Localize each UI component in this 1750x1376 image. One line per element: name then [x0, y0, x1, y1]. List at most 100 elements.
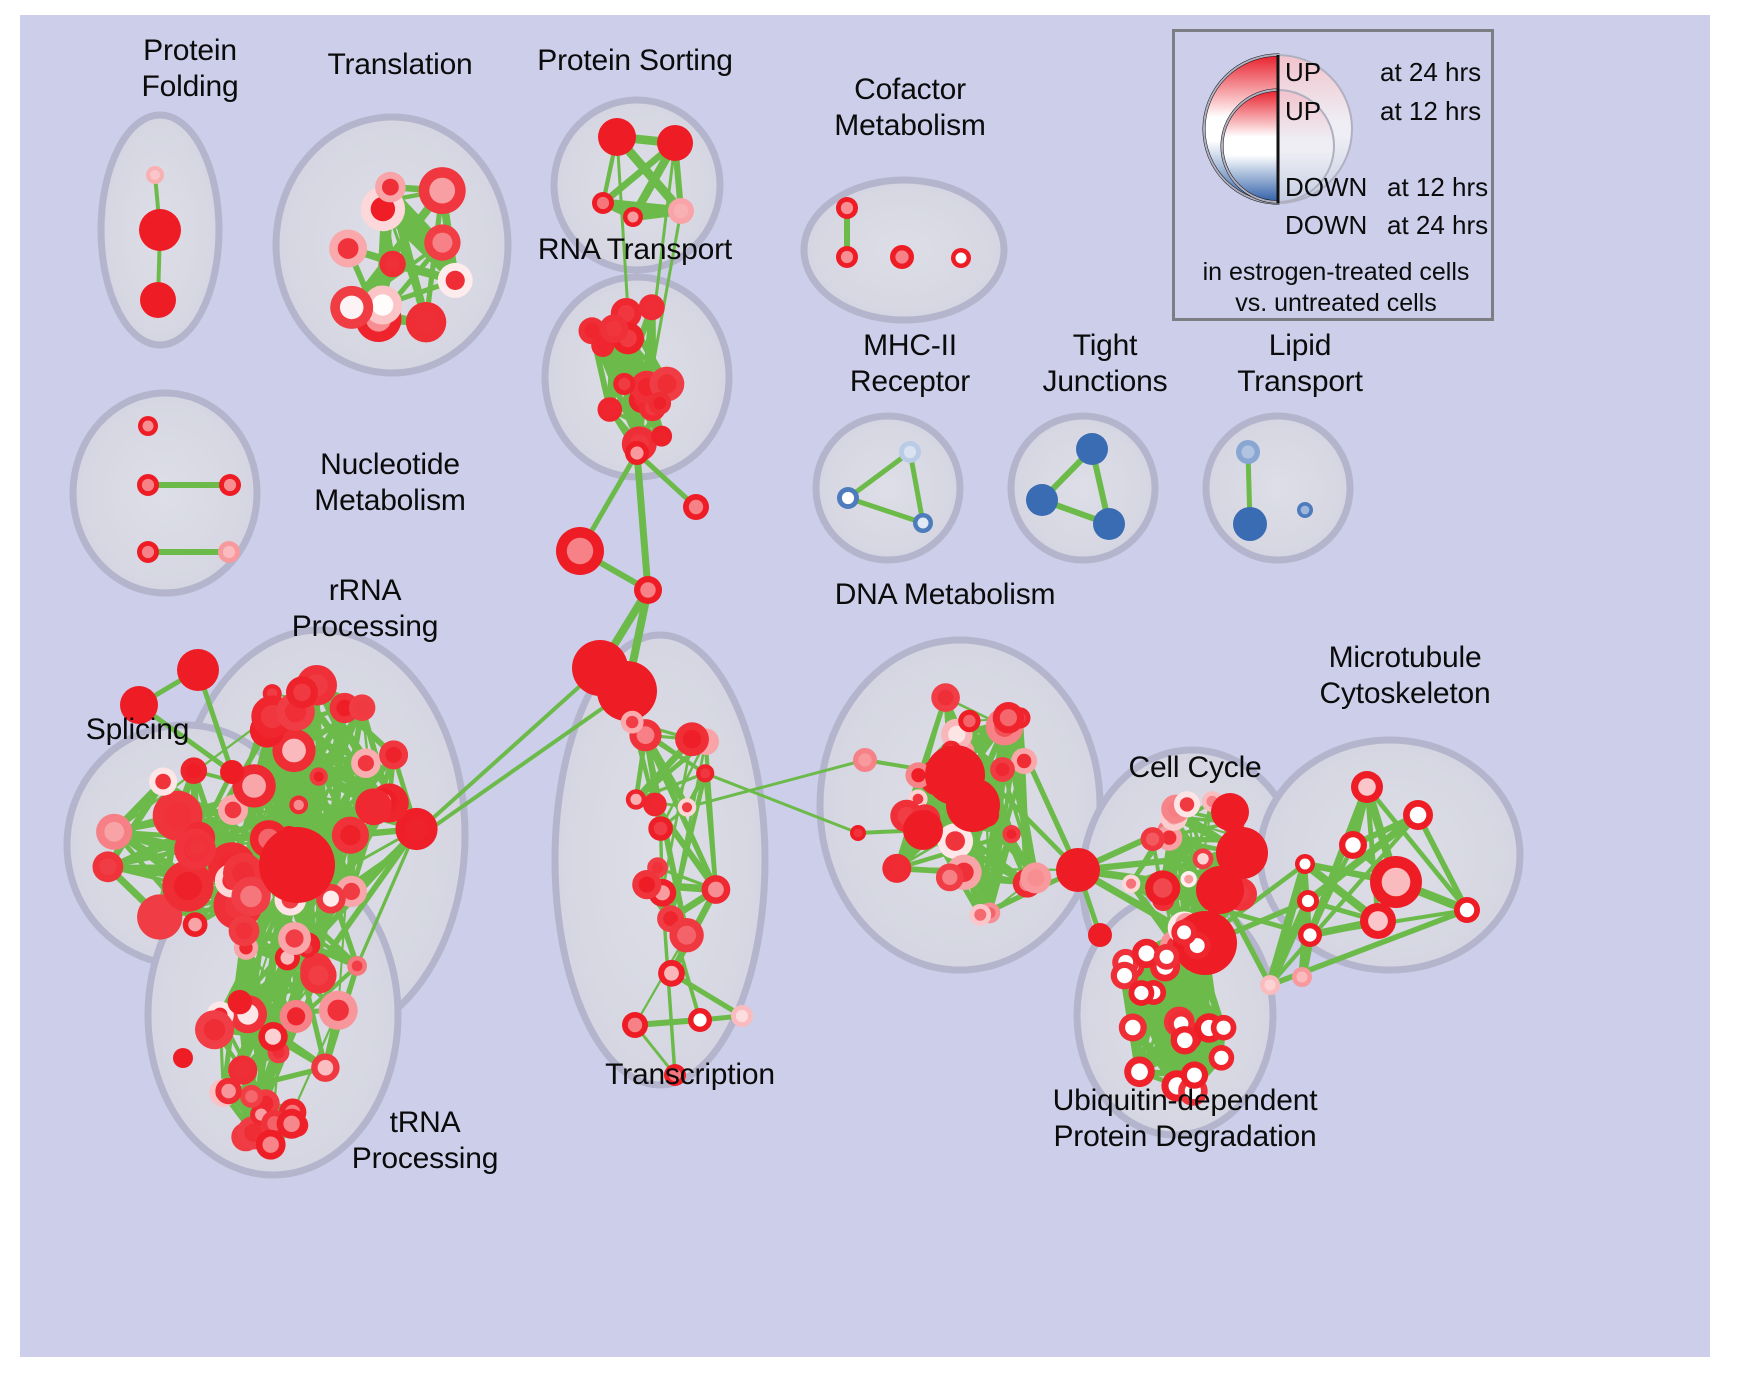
legend-footnote-line1: in estrogen-treated cells — [1202, 258, 1470, 286]
legend-state-1: UP — [1285, 96, 1322, 126]
node-inner-disc-12hr — [958, 790, 988, 820]
network-node — [227, 989, 252, 1015]
network-node — [658, 959, 685, 987]
node-inner-disc-12hr — [1381, 867, 1411, 897]
node-inner-disc-12hr — [636, 726, 655, 745]
node-inner-disc-12hr — [603, 402, 617, 417]
network-edge — [668, 970, 745, 1019]
network-node — [195, 1010, 234, 1050]
node-inner-disc-12hr — [1186, 1067, 1202, 1083]
network-nodes — [92, 118, 1480, 1160]
node-inner-disc-12hr — [1345, 837, 1361, 853]
node-inner-disc-12hr — [99, 858, 117, 876]
legend-time-1: at 12 hrs — [1380, 96, 1482, 126]
network-node — [1208, 1045, 1235, 1071]
legend-graphic — [1202, 53, 1353, 205]
node-inner-disc-12hr — [173, 872, 202, 901]
cluster-ellipse-nucleotide — [69, 389, 261, 597]
node-inner-disc-12hr — [1177, 1032, 1193, 1049]
network-node — [218, 541, 240, 563]
node-inner-disc-12hr — [1459, 902, 1475, 918]
network-node — [184, 834, 211, 861]
cluster-label-trna-processing: tRNA Processing — [351, 1106, 499, 1175]
node-inner-disc-12hr — [186, 763, 202, 778]
node-inner-disc-12hr — [148, 218, 172, 242]
node-inner-disc-12hr — [945, 831, 965, 851]
network-node — [355, 788, 392, 826]
node-inner-disc-12hr — [955, 252, 967, 264]
network-edge — [1005, 714, 1039, 881]
node-inner-disc-12hr — [700, 768, 711, 779]
network-node — [990, 757, 1015, 782]
node-inner-disc-12hr — [655, 430, 668, 442]
node-inner-disc-12hr — [190, 840, 205, 855]
network-node — [1360, 903, 1396, 939]
network-node — [1110, 961, 1139, 990]
network-node — [701, 875, 731, 904]
legend-time-2: at 12 hrs — [1387, 172, 1489, 202]
network-node — [969, 903, 992, 926]
node-inner-disc-12hr — [610, 674, 644, 708]
node-inner-disc-12hr — [370, 196, 396, 222]
network-node — [1210, 1014, 1237, 1041]
node-inner-disc-12hr — [371, 294, 394, 316]
node-inner-disc-12hr — [596, 196, 610, 210]
node-inner-disc-12hr — [1197, 853, 1209, 865]
node-inner-disc-12hr — [1016, 753, 1032, 769]
network-edge — [845, 495, 926, 526]
network-node — [1196, 866, 1244, 914]
network-node — [937, 823, 974, 859]
network-node — [272, 728, 316, 773]
network-edge — [976, 830, 1015, 919]
node-inner-disc-12hr — [445, 270, 465, 290]
network-node — [219, 474, 241, 496]
network-node — [182, 912, 208, 937]
network-node — [643, 792, 667, 817]
network-node — [231, 876, 271, 917]
cluster-label-nucleotide-metabolism: Nucleotide Metabolism — [314, 448, 466, 517]
network-node — [173, 1048, 193, 1068]
cluster-label-transcription: Transcription — [605, 1058, 775, 1091]
network-node — [1351, 771, 1383, 803]
legend-state-2: DOWN — [1285, 172, 1368, 202]
network-node — [905, 762, 932, 789]
network-node — [1192, 848, 1214, 870]
network-node — [140, 282, 176, 318]
cluster-label-tight-junctions: Tight Junctions — [1042, 329, 1168, 398]
node-inner-disc-12hr — [1300, 505, 1310, 515]
node-inner-disc-12hr — [222, 545, 236, 559]
network-node — [1124, 1056, 1155, 1088]
network-edge — [355, 827, 419, 968]
network-node — [1339, 831, 1367, 859]
network-node — [1170, 1026, 1200, 1055]
network-node — [240, 1084, 263, 1108]
network-node — [1216, 827, 1268, 879]
network-node — [1093, 508, 1125, 540]
node-inner-disc-12hr — [665, 133, 685, 153]
network-node — [330, 285, 374, 329]
network-node — [622, 1012, 648, 1038]
network-node — [228, 915, 260, 947]
network-node — [651, 425, 673, 447]
node-inner-disc-12hr — [339, 295, 364, 320]
node-inner-disc-12hr — [1216, 1020, 1231, 1035]
network-node — [149, 767, 178, 796]
node-inner-disc-12hr — [224, 801, 242, 819]
node-inner-disc-12hr — [357, 755, 374, 772]
network-node — [286, 676, 318, 709]
network-svg — [63, 96, 1524, 1179]
node-inner-disc-12hr — [235, 922, 253, 940]
node-inner-disc-12hr — [432, 232, 453, 253]
network-node — [405, 302, 447, 343]
node-inner-disc-12hr — [287, 1007, 306, 1026]
network-node — [137, 541, 159, 563]
network-node — [625, 789, 647, 810]
network-node — [1131, 938, 1162, 969]
legend-time-3: at 24 hrs — [1387, 210, 1489, 240]
node-inner-disc-12hr — [262, 1136, 279, 1153]
node-inner-disc-12hr — [148, 290, 168, 310]
node-inner-disc-12hr — [382, 178, 399, 196]
node-inner-disc-12hr — [858, 753, 872, 767]
node-inner-disc-12hr — [1033, 491, 1051, 509]
node-inner-disc-12hr — [385, 746, 402, 763]
